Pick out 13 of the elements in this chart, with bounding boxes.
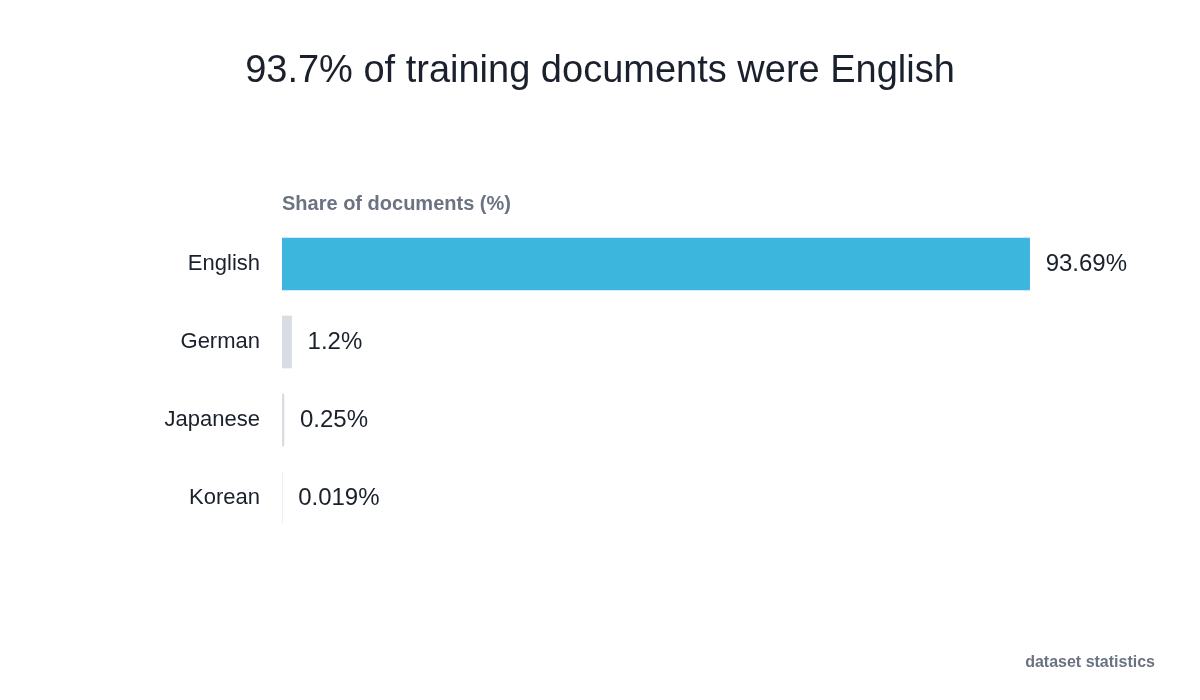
- y-tick-label: Japanese: [164, 406, 260, 432]
- y-tick-label: German: [180, 328, 260, 354]
- y-tick-label: English: [187, 250, 260, 276]
- data-label: 0.25%: [299, 404, 369, 432]
- text: dataset statistics: [1025, 653, 1156, 671]
- bar: [282, 315, 292, 369]
- data-label: 0.019%: [298, 482, 380, 510]
- x-axis-title: Share of documents (%): [282, 191, 511, 214]
- chart-title: 93.7% of training documents were English: [245, 48, 955, 91]
- y-tick-label: Korean: [189, 484, 260, 510]
- data-label: 93.69%: [1045, 248, 1128, 276]
- data-label: 1.2%: [307, 326, 363, 354]
- bar: [282, 237, 1030, 291]
